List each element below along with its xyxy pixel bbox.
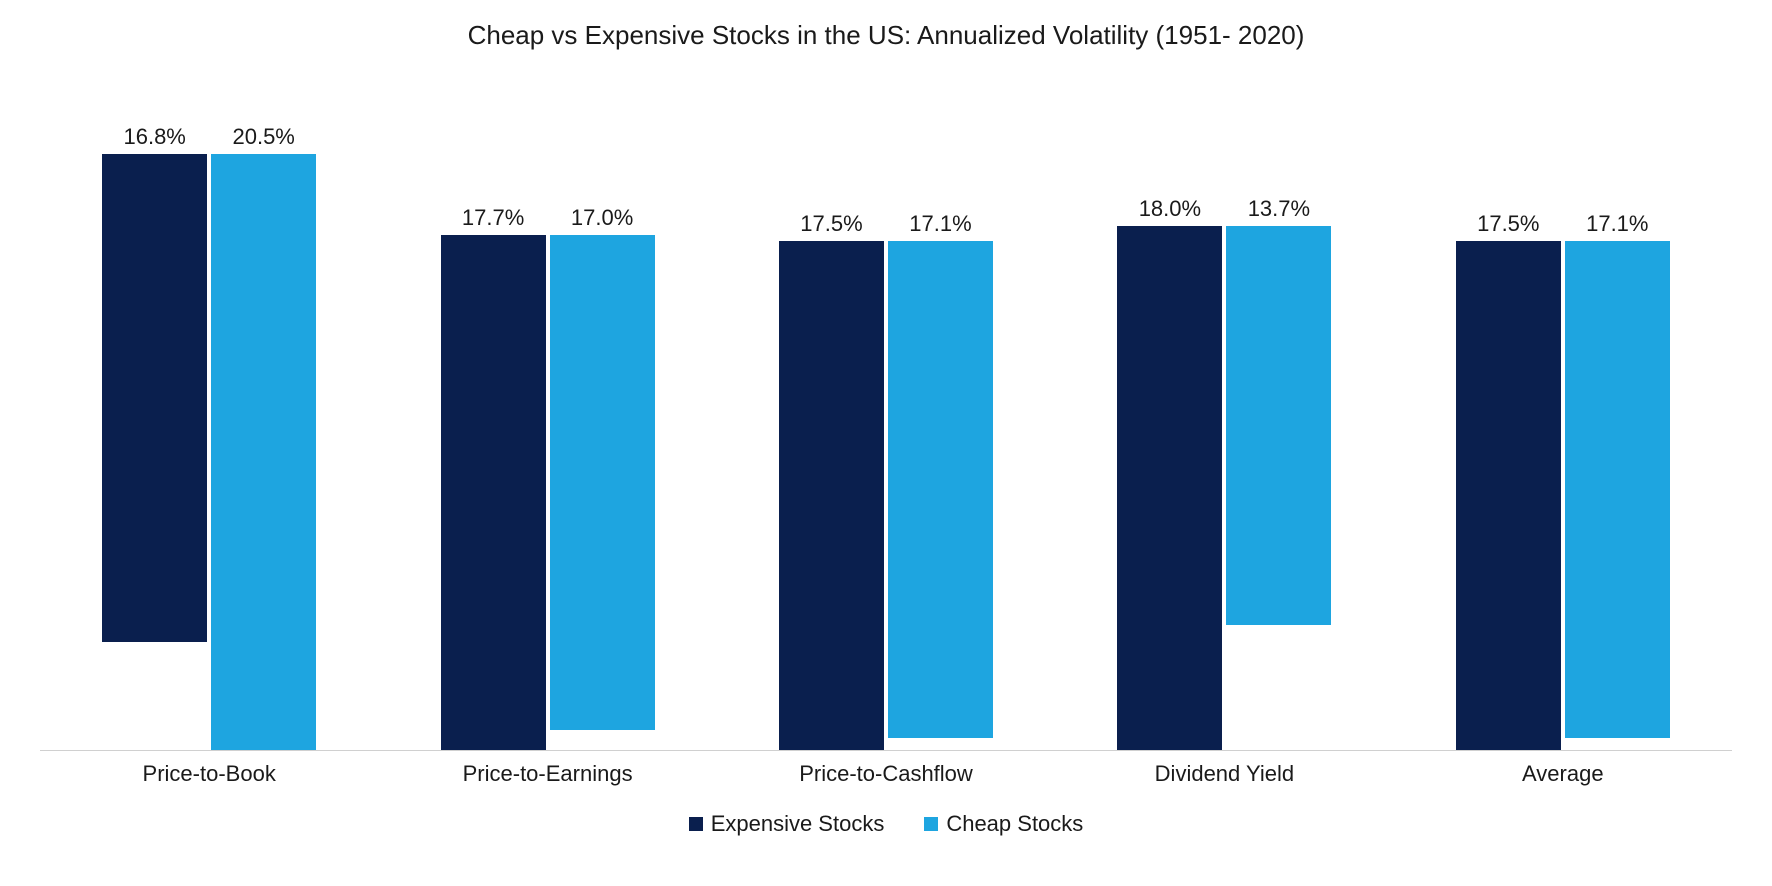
- bar: 17.5%: [1456, 241, 1561, 750]
- legend-label: Expensive Stocks: [711, 811, 885, 837]
- legend-item: Expensive Stocks: [689, 811, 885, 837]
- legend: Expensive Stocks Cheap Stocks: [40, 811, 1732, 837]
- category-group: 17.5%17.1%: [1456, 241, 1670, 750]
- bar: 17.5%: [779, 241, 884, 750]
- bar-value-label: 17.1%: [909, 211, 971, 237]
- bar: 18.0%: [1117, 226, 1222, 750]
- bar-value-label: 17.0%: [571, 205, 633, 231]
- bar: 20.5%: [211, 154, 316, 750]
- x-axis-label: Price-to-Book: [143, 761, 276, 787]
- legend-swatch: [689, 817, 703, 831]
- bar: 17.7%: [441, 235, 546, 750]
- x-axis-label: Price-to-Cashflow: [799, 761, 973, 787]
- bar-value-label: 18.0%: [1139, 196, 1201, 222]
- category-group: 16.8%20.5%: [102, 154, 316, 750]
- bar-value-label: 17.1%: [1586, 211, 1648, 237]
- bar: 17.1%: [888, 241, 993, 738]
- legend-item: Cheap Stocks: [924, 811, 1083, 837]
- bar-value-label: 17.5%: [1477, 211, 1539, 237]
- category-group: 17.7%17.0%: [441, 235, 655, 750]
- bar: 13.7%: [1226, 226, 1331, 625]
- category-group: 18.0%13.7%: [1117, 226, 1331, 750]
- x-axis-label: Average: [1522, 761, 1604, 787]
- x-axis-label: Dividend Yield: [1155, 761, 1294, 787]
- chart-container: Cheap vs Expensive Stocks in the US: Ann…: [0, 0, 1772, 886]
- chart-title: Cheap vs Expensive Stocks in the US: Ann…: [40, 20, 1732, 51]
- bar: 16.8%: [102, 154, 207, 643]
- bar: 17.1%: [1565, 241, 1670, 738]
- x-axis-labels: Price-to-Book Price-to-Earnings Price-to-C…: [40, 761, 1732, 801]
- category-group: 17.5%17.1%: [779, 241, 993, 750]
- bar-value-label: 17.7%: [462, 205, 524, 231]
- legend-swatch: [924, 817, 938, 831]
- bar-value-label: 13.7%: [1248, 196, 1310, 222]
- bar-value-label: 17.5%: [800, 211, 862, 237]
- x-axis-label: Price-to-Earnings: [463, 761, 633, 787]
- bar-value-label: 20.5%: [232, 124, 294, 150]
- bar: 17.0%: [550, 235, 655, 730]
- legend-label: Cheap Stocks: [946, 811, 1083, 837]
- bar-value-label: 16.8%: [123, 124, 185, 150]
- plot-area: 16.8%20.5%17.7%17.0%17.5%17.1%18.0%13.7%…: [40, 111, 1732, 751]
